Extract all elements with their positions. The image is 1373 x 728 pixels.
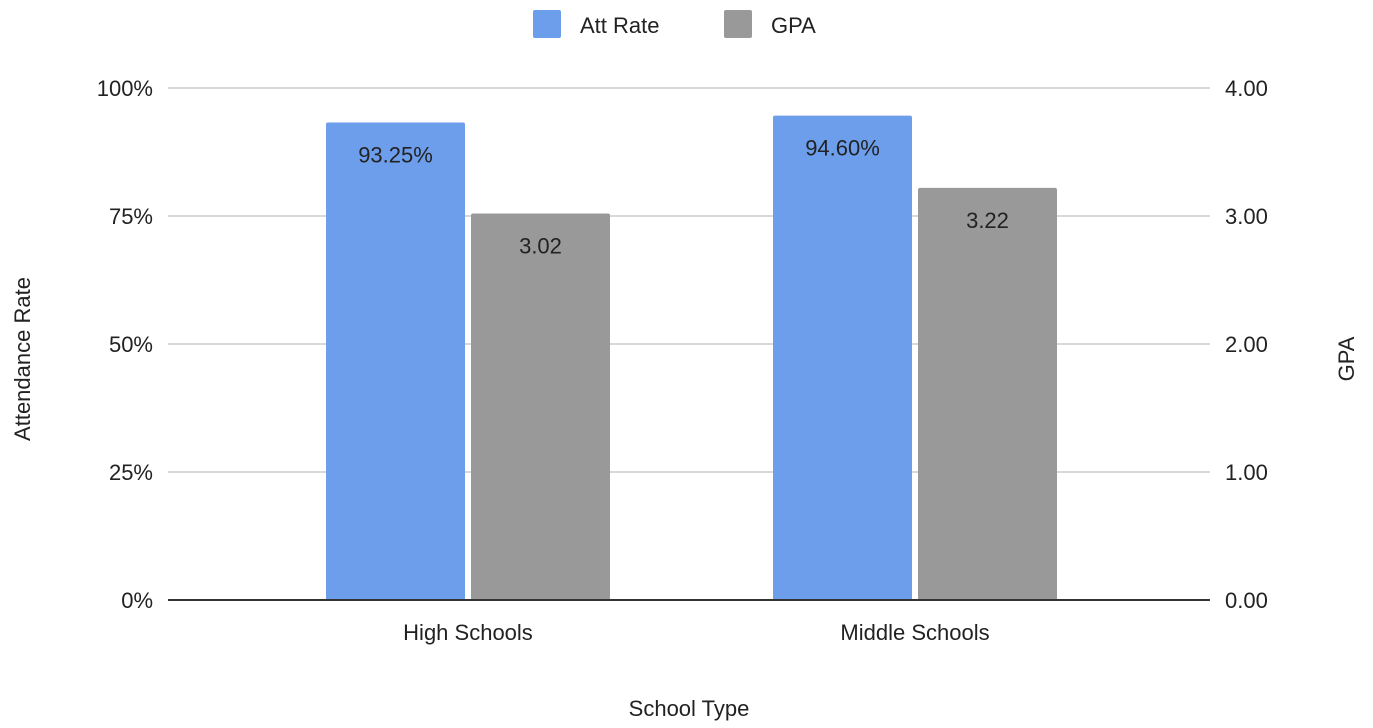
bar-gpa (471, 213, 610, 600)
y-tick-label-left: 100% (97, 76, 153, 101)
y-tick-label-right: 0.00 (1225, 588, 1268, 613)
axes: 0% 0.00 25% 1.00 50% 2.00 75% 3.00 100% 4.00 High … (10, 76, 1359, 721)
legend: Att Rate GPA (533, 10, 816, 38)
y-axis-title-left: Attendance Rate (10, 277, 35, 441)
x-axis-title: School Type (629, 696, 750, 721)
bars (326, 115, 1057, 600)
bar-data-label: 93.25% (358, 143, 433, 168)
x-tick-label: High Schools (403, 620, 533, 645)
y-tick-label-right: 1.00 (1225, 460, 1268, 485)
bar-data-labels: 93.25% 3.02 94.60% 3.22 (358, 136, 1009, 259)
y-tick-label-left: 25% (109, 460, 153, 485)
y-axis-title-right: GPA (1334, 336, 1359, 381)
bar-gpa (918, 187, 1057, 600)
bar-data-label: 3.02 (519, 233, 562, 258)
y-tick-label-left: 0% (121, 588, 153, 613)
bar-att-rate (326, 122, 465, 600)
legend-swatch-att-rate (533, 10, 561, 38)
legend-swatch-gpa (724, 10, 752, 38)
y-tick-label-left: 75% (109, 204, 153, 229)
y-tick-label-left: 50% (109, 332, 153, 357)
x-tick-label: Middle Schools (840, 620, 989, 645)
legend-label-att-rate: Att Rate (580, 13, 659, 38)
bar-data-label: 3.22 (966, 208, 1009, 233)
bar-data-label: 94.60% (805, 136, 880, 161)
y-tick-label-right: 2.00 (1225, 332, 1268, 357)
y-tick-label-right: 3.00 (1225, 204, 1268, 229)
bar-att-rate (773, 115, 912, 600)
legend-label-gpa: GPA (771, 13, 816, 38)
y-tick-label-right: 4.00 (1225, 76, 1268, 101)
